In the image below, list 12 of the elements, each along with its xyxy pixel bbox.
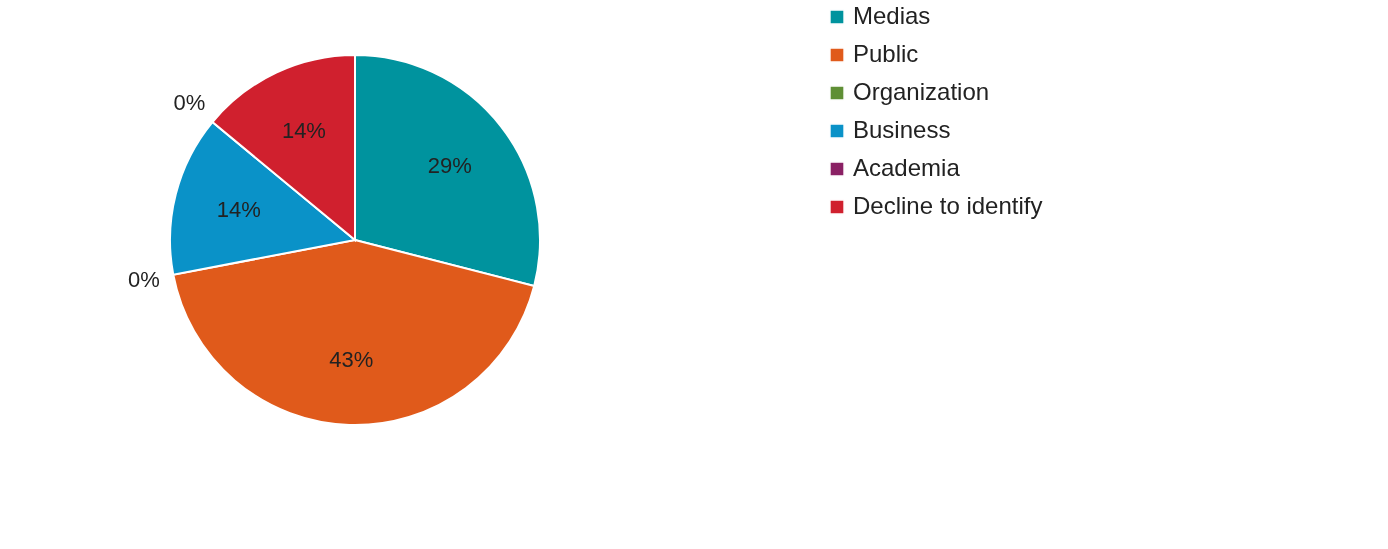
legend-label: Organization xyxy=(853,78,990,105)
text: 0% xyxy=(127,267,160,293)
legend-label: Academia xyxy=(853,154,961,181)
data-label: 29% xyxy=(427,153,472,179)
legend-label: Decline to identify xyxy=(853,192,1043,219)
text: 0% xyxy=(173,89,206,115)
data-label: 43% xyxy=(329,346,374,372)
legend-label: Business xyxy=(853,116,951,143)
legend-label: Medias xyxy=(853,2,931,29)
data-label: 14% xyxy=(281,118,326,144)
data-label: 14% xyxy=(216,197,261,223)
legend-label: Public xyxy=(853,40,919,67)
